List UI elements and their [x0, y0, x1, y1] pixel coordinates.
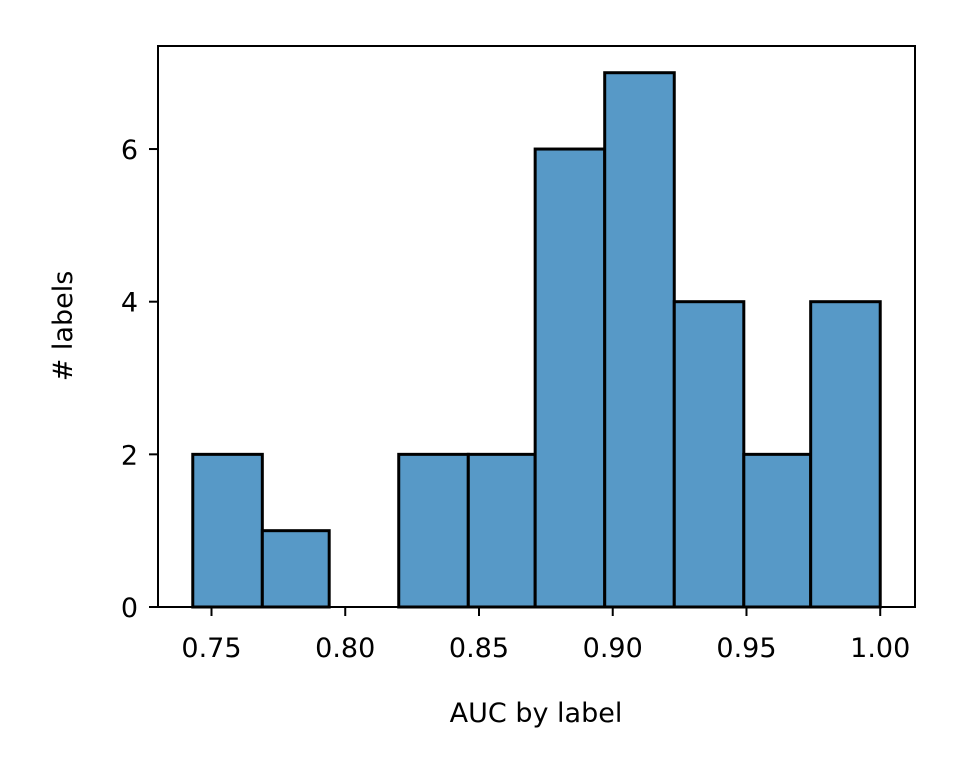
bars-layer	[191, 71, 882, 609]
histogram-bar-7	[672, 300, 746, 609]
x-tick-label: 0.80	[315, 633, 375, 664]
histogram-bar-1	[260, 529, 331, 609]
histogram-bar-8	[742, 452, 813, 609]
histogram-bar-6	[603, 71, 676, 609]
y-axis-label: # labels	[48, 271, 79, 382]
axes-layer	[157, 45, 916, 608]
x-axis-label: AUC by label	[450, 698, 623, 729]
histogram-bar-4	[466, 452, 537, 609]
x-tick-label: 1.00	[850, 633, 910, 664]
histogram-bar-9	[809, 300, 882, 609]
x-tick-label: 0.90	[583, 633, 643, 664]
y-tick-label: 2	[121, 440, 138, 471]
plot-frame	[157, 45, 916, 608]
x-tick-label: 0.85	[449, 633, 509, 664]
histogram-bar-3	[397, 452, 470, 609]
histogram-bar-0	[191, 452, 264, 609]
x-tick-label: 0.75	[181, 633, 241, 664]
ticks-layer: 0.75 0.80 0.85 0.90 0.95 1.00 0 2 4 6	[121, 135, 910, 664]
y-tick-label: 0	[121, 593, 138, 624]
histogram-bar-5	[533, 147, 607, 609]
y-tick-label: 6	[121, 135, 138, 166]
y-tick-label: 4	[121, 288, 138, 319]
x-tick-label: 0.95	[716, 633, 776, 664]
